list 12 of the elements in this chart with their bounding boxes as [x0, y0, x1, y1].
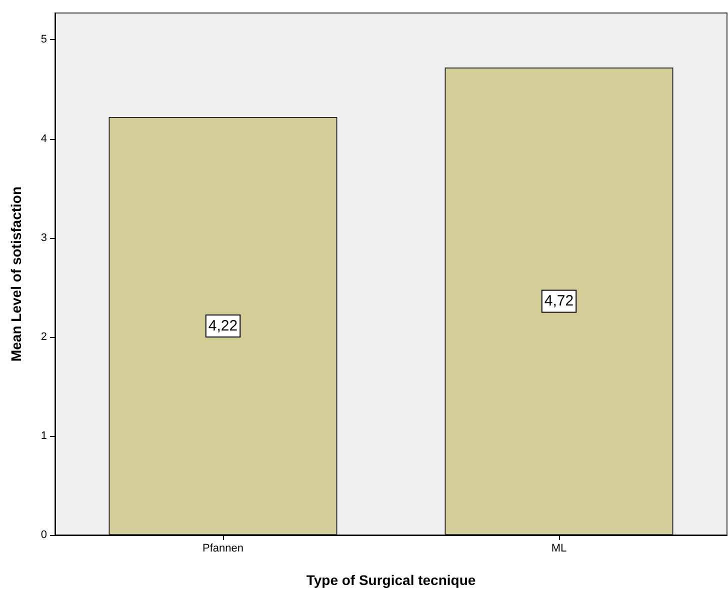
y-tick-label: 5 — [40, 34, 47, 46]
y-tick-label: 4 — [40, 132, 47, 145]
x-tick-label: Pfannen — [202, 542, 244, 554]
data-label: 4,22 — [208, 318, 238, 334]
data-label: 4,72 — [544, 292, 574, 310]
x-axis-title: Type of Surgical tecnique — [306, 572, 476, 588]
y-tick-label: 1 — [40, 430, 47, 442]
y-tick-label: 0 — [40, 529, 47, 541]
y-axis-title: Mean Level of sotisfaction — [8, 186, 24, 362]
x-tick-label: ML — [551, 542, 567, 554]
y-tick-label: 2 — [40, 330, 47, 343]
y-tick-label: 3 — [40, 232, 47, 244]
